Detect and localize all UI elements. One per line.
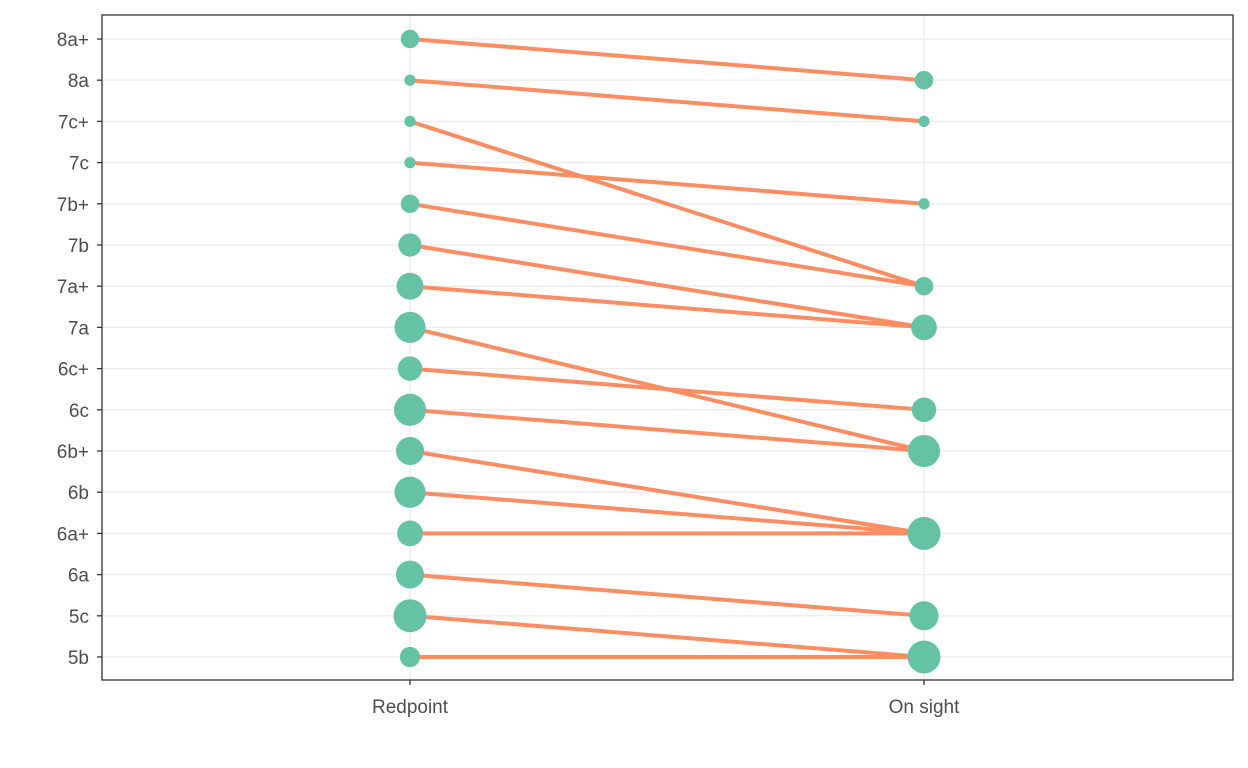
slope-line	[409, 366, 925, 412]
data-point	[914, 70, 934, 90]
data-point	[907, 640, 941, 674]
x-tick-label: On sight	[889, 697, 960, 718]
data-point	[404, 74, 416, 86]
data-point	[907, 434, 941, 468]
y-tick-label: 7b	[68, 236, 89, 257]
data-point	[400, 194, 420, 214]
y-tick-label: 7c	[69, 154, 89, 175]
slope-lines	[409, 37, 925, 659]
data-point	[395, 436, 425, 466]
y-tick-label: 6a+	[57, 524, 89, 545]
slope-line	[409, 407, 925, 453]
slope-line	[409, 490, 925, 536]
y-tick-label: 6a	[68, 566, 90, 587]
y-tick-label: 6b+	[57, 442, 89, 463]
y-axis: 5b 5c 6a 6a+ 6b 6b+ 6c 6c+ 7a 7a+ 7b 7b+ 7c 7c+ 8a 8a+	[57, 30, 102, 669]
data-point	[396, 272, 424, 300]
data-point	[397, 520, 423, 547]
slope-line	[409, 37, 925, 83]
slope-line	[409, 160, 925, 206]
slope-line	[409, 449, 925, 536]
slope-line	[409, 572, 925, 618]
y-tick-label: 7b+	[57, 195, 89, 216]
data-point	[918, 115, 930, 128]
data-point	[914, 276, 934, 296]
data-point	[911, 314, 937, 341]
data-point	[394, 476, 426, 508]
y-tick-label: 7c+	[58, 112, 89, 133]
data-point	[393, 599, 427, 633]
data-point	[911, 397, 937, 423]
data-point	[394, 311, 426, 343]
slope-line	[409, 201, 925, 289]
data-point	[400, 29, 420, 49]
x-axis: Redpoint On sight	[372, 680, 960, 718]
slope-line	[409, 284, 925, 330]
slope-line	[409, 119, 925, 289]
data-point	[907, 516, 941, 550]
data-point	[399, 646, 421, 668]
y-tick-label: 7a	[68, 318, 90, 339]
y-tick-label: 6b	[68, 483, 89, 504]
data-point	[909, 601, 939, 631]
slope-line	[409, 613, 925, 659]
data-points	[393, 29, 941, 674]
y-tick-label: 6c	[69, 401, 89, 422]
plot-border	[101, 14, 1234, 681]
slope-line	[409, 243, 925, 330]
y-tick-label: 5b	[68, 648, 89, 669]
data-point	[404, 115, 416, 128]
data-point	[918, 198, 930, 210]
data-point	[395, 560, 425, 589]
data-point	[393, 393, 427, 426]
x-tick-label: Redpoint	[372, 697, 449, 718]
y-tick-label: 8a	[68, 71, 90, 92]
plot-background	[102, 15, 1233, 680]
data-point	[404, 156, 416, 169]
y-tick-label: 7a+	[57, 277, 89, 298]
y-tick-label: 5c	[69, 607, 89, 628]
data-point	[397, 356, 423, 381]
data-point	[398, 233, 422, 257]
y-tick-label: 8a+	[57, 30, 89, 51]
y-tick-label: 6c+	[58, 360, 89, 381]
slope-line	[409, 78, 925, 124]
grid-lines	[102, 15, 1233, 680]
